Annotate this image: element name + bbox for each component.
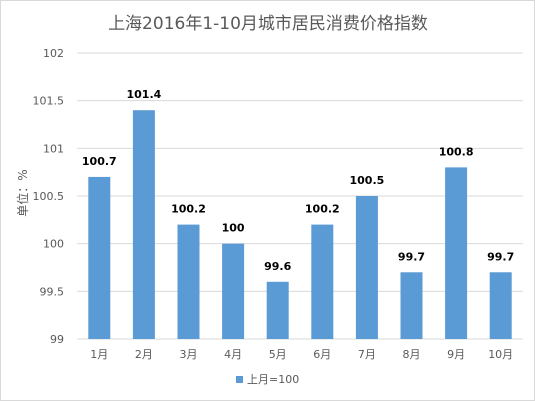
y-axis-ticks: 99 99.5 100 100.5 101 101.5 102	[33, 47, 65, 346]
x-tick-label: 8月	[403, 348, 421, 361]
data-label: 101.4	[127, 88, 162, 101]
y-axis-title: 单位：%	[15, 169, 30, 216]
bar	[311, 224, 334, 339]
bars	[88, 110, 512, 339]
x-tick-label: 7月	[358, 348, 376, 361]
bar	[489, 272, 512, 339]
x-axis-ticks: 1月 2月 3月 4月 5月 6月 7月 8月 9月 10月	[90, 348, 513, 361]
bar	[445, 167, 468, 339]
legend-label: 上月=100	[247, 373, 299, 386]
bar	[400, 272, 423, 339]
data-label: 99.6	[264, 260, 291, 273]
data-label: 100.8	[439, 145, 474, 158]
x-tick-label: 9月	[447, 348, 465, 361]
data-label: 99.7	[398, 250, 425, 263]
x-tick-label: 10月	[488, 348, 513, 361]
data-label: 100	[222, 222, 245, 235]
y-tick-label: 100	[43, 238, 64, 251]
bar	[88, 176, 111, 339]
data-label: 100.5	[350, 174, 385, 187]
x-tick-label: 4月	[224, 348, 242, 361]
data-labels: 100.7 101.4 100.2 100 99.6 100.2 100.5 99.7 100.…	[82, 88, 514, 273]
data-label: 100.2	[305, 203, 340, 216]
bar	[266, 281, 289, 339]
x-tick-label: 3月	[180, 348, 198, 361]
data-label: 100.7	[82, 155, 117, 168]
data-label: 99.7	[487, 250, 514, 263]
y-tick-label: 102	[43, 47, 64, 60]
legend-swatch	[236, 376, 243, 383]
x-tick-label: 5月	[269, 348, 287, 361]
y-tick-label: 101.5	[33, 95, 65, 108]
legend: 上月=100	[236, 373, 299, 386]
bar	[132, 110, 155, 339]
x-tick-label: 6月	[313, 348, 331, 361]
bar	[222, 243, 245, 339]
data-label: 100.2	[171, 203, 206, 216]
y-tick-label: 99	[50, 333, 64, 346]
y-tick-label: 99.5	[40, 285, 65, 298]
bar	[177, 224, 200, 339]
x-tick-label: 2月	[135, 348, 153, 361]
bar	[355, 196, 378, 339]
y-tick-label: 101	[43, 142, 64, 155]
chart-title: 上海2016年1-10月城市居民消费价格指数	[108, 14, 428, 34]
x-tick-label: 1月	[90, 348, 108, 361]
y-tick-label: 100.5	[33, 190, 65, 203]
